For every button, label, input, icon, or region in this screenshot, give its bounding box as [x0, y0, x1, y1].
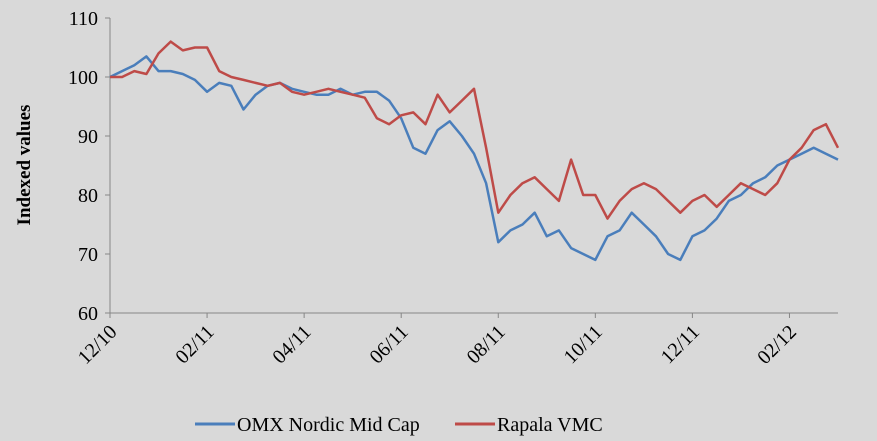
y-tick-label: 70: [78, 244, 98, 266]
y-tick-label: 110: [69, 8, 98, 30]
y-tick-label: 100: [68, 67, 98, 89]
legend-label: Rapala VMC: [497, 414, 603, 436]
series-line: [109, 55, 839, 262]
series-line: [110, 40, 840, 220]
legend-label: OMX Nordic Mid Cap: [237, 414, 420, 436]
y-tick-label: 80: [78, 185, 98, 207]
y-tick-label: 60: [78, 303, 98, 325]
y-tick-label: 90: [78, 126, 98, 148]
y-axis-label: Indexed values: [14, 105, 35, 226]
